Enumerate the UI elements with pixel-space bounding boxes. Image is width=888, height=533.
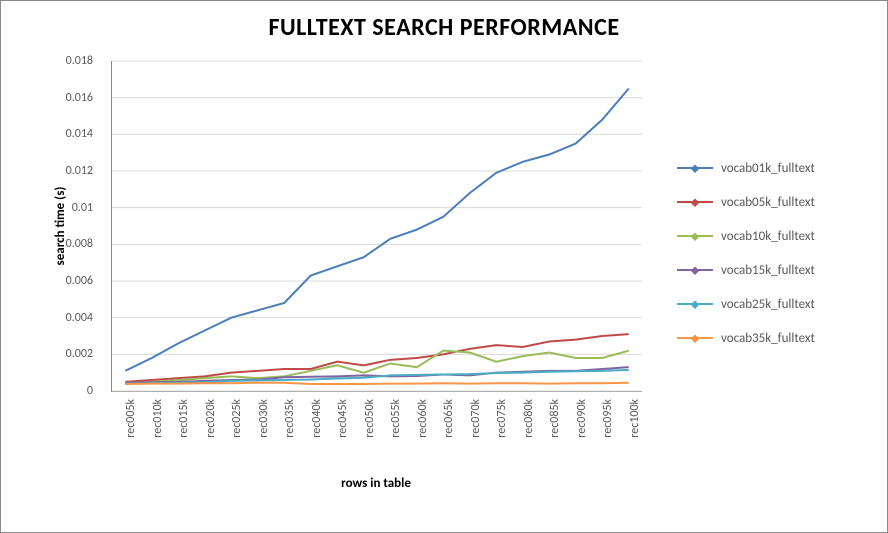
y-tick-label: 0.008: [66, 237, 93, 251]
legend: vocab01k_fulltext vocab05k_fulltext vocab1…: [677, 151, 867, 355]
legend-swatch: [677, 235, 713, 237]
x-axis-label: rows in table: [111, 476, 641, 491]
y-tick-label: 0.002: [66, 347, 93, 361]
x-tick-label: rec005k: [124, 399, 138, 438]
legend-item: vocab01k_fulltext: [677, 151, 867, 185]
x-tick-label: rec080k: [522, 399, 536, 438]
legend-item: vocab05k_fulltext: [677, 185, 867, 219]
x-tick-label: rec100k: [628, 399, 642, 438]
x-axis-ticks: rec005k rec010k rec015k rec020k rec025k rec03…: [111, 396, 641, 486]
x-tick-label: rec030k: [257, 399, 271, 438]
legend-label: vocab10k_fulltext: [721, 229, 815, 244]
x-tick-label: rec090k: [575, 399, 589, 438]
x-tick-label: rec025k: [230, 399, 244, 438]
legend-swatch: [677, 167, 713, 169]
x-tick-label: rec075k: [495, 399, 509, 438]
legend-swatch: [677, 269, 713, 271]
x-tick-label: rec020k: [204, 399, 218, 438]
legend-swatch: [677, 303, 713, 305]
legend-label: vocab05k_fulltext: [721, 195, 815, 210]
legend-swatch: [677, 201, 713, 203]
y-tick-label: 0.018: [66, 54, 93, 68]
series-line: [125, 367, 629, 383]
x-tick-label: rec055k: [389, 399, 403, 438]
y-axis-ticks: 00.0020.0040.0060.0080.010.0120.0140.016…: [1, 61, 101, 391]
legend-label: vocab35k_fulltext: [721, 331, 815, 346]
legend-label: vocab01k_fulltext: [721, 161, 815, 176]
x-tick-label: rec040k: [310, 399, 324, 438]
legend-label: vocab15k_fulltext: [721, 263, 815, 278]
series-line: [125, 334, 629, 382]
y-tick-label: 0.012: [66, 164, 93, 178]
y-tick-label: 0.006: [66, 274, 93, 288]
legend-label: vocab25k_fulltext: [721, 297, 815, 312]
legend-swatch: [677, 337, 713, 339]
x-tick-label: rec065k: [442, 399, 456, 438]
x-tick-label: rec035k: [283, 399, 297, 438]
chart-title: FULLTEXT SEARCH PERFORMANCE: [1, 13, 887, 42]
y-tick-label: 0.016: [66, 91, 93, 105]
x-tick-label: rec045k: [336, 399, 350, 438]
legend-item: vocab10k_fulltext: [677, 219, 867, 253]
y-tick-label: 0.014: [66, 127, 93, 141]
x-tick-label: rec070k: [469, 399, 483, 438]
legend-item: vocab35k_fulltext: [677, 321, 867, 355]
chart-frame: FULLTEXT SEARCH PERFORMANCE 0 0.002 0.004 0…: [0, 0, 888, 533]
series-line: [125, 351, 629, 384]
y-axis-label: search time (s): [53, 187, 68, 266]
x-tick-label: rec050k: [363, 399, 377, 438]
plot-area: [111, 61, 642, 392]
y-tick-label: 0: [87, 384, 93, 398]
series-line: [125, 383, 629, 384]
x-tick-label: rec010k: [151, 399, 165, 438]
y-tick-label: 0.01: [72, 201, 93, 215]
x-tick-label: rec015k: [177, 399, 191, 438]
series-line: [125, 89, 629, 371]
legend-item: vocab25k_fulltext: [677, 287, 867, 321]
x-tick-label: rec095k: [601, 399, 615, 438]
legend-item: vocab15k_fulltext: [677, 253, 867, 287]
y-tick-label: 0.004: [66, 311, 93, 325]
x-tick-label: rec085k: [548, 399, 562, 438]
x-tick-label: rec060k: [416, 399, 430, 438]
